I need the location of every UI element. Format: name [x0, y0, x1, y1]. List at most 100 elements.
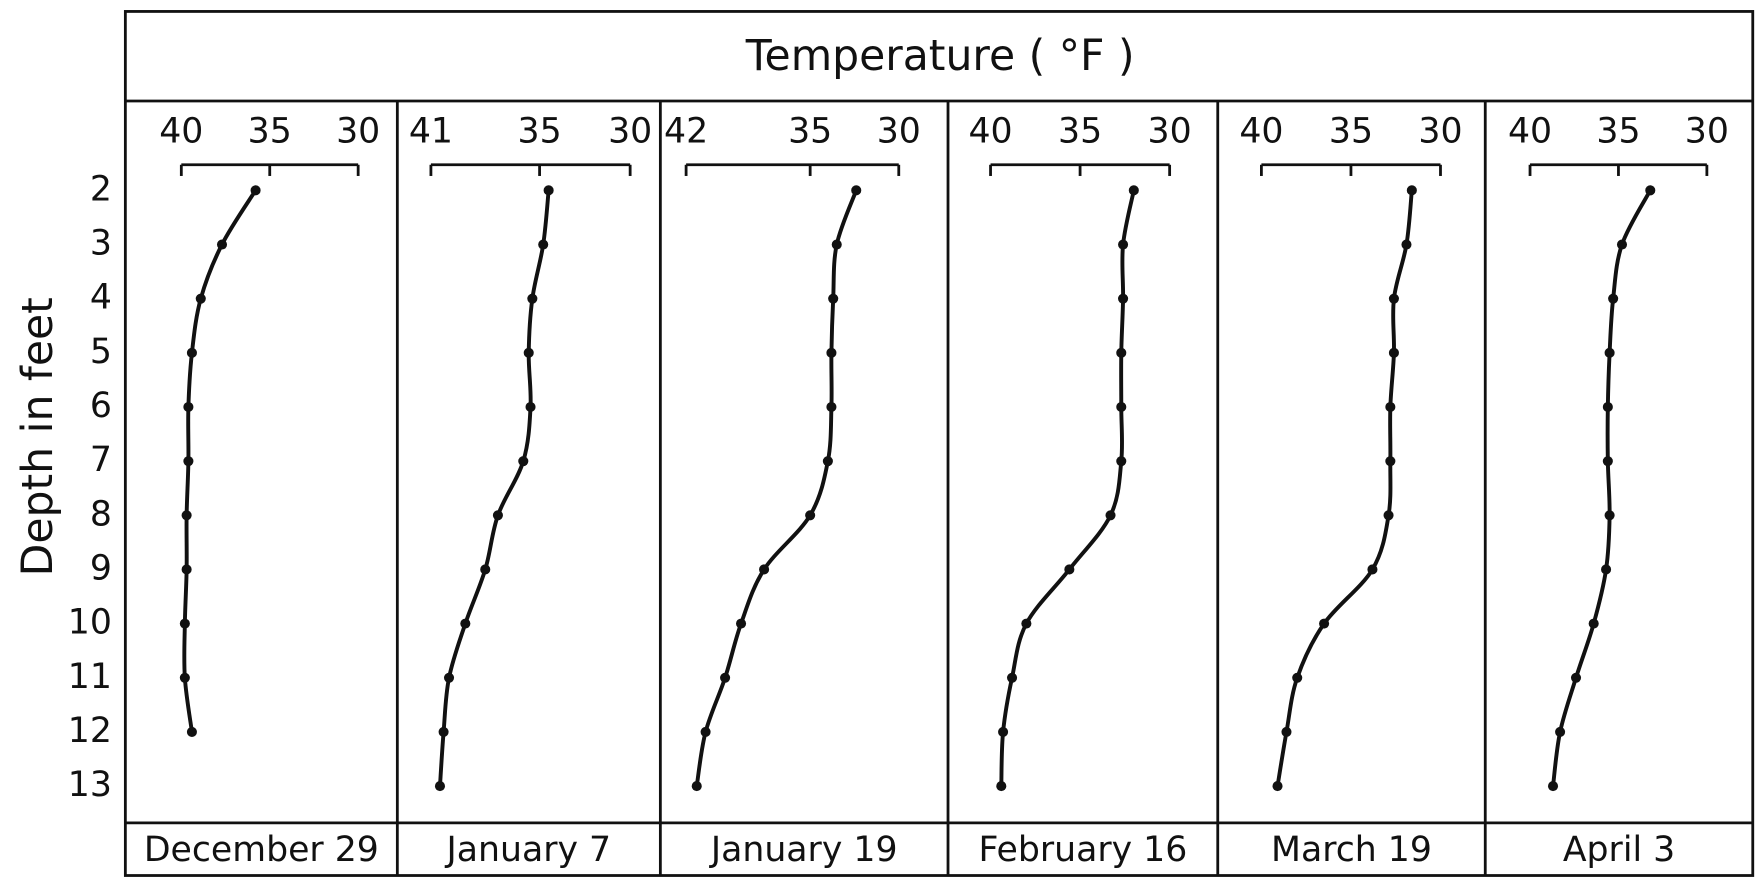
data-point [822, 456, 833, 467]
data-point [1021, 618, 1032, 629]
data-point [826, 401, 837, 413]
profile-line [1551, 189, 1653, 787]
x-tick-label: 30 [877, 111, 921, 151]
data-point [538, 239, 549, 250]
data-point [1116, 401, 1127, 413]
data-point [460, 618, 471, 629]
x-tick-label: 40 [159, 111, 203, 151]
data-point [181, 510, 192, 521]
data-point [1319, 618, 1330, 629]
data-point [1570, 672, 1582, 683]
y-tick-label: 4 [90, 278, 112, 318]
y-tick-label: 12 [68, 711, 112, 751]
data-point [186, 347, 197, 358]
data-point [195, 293, 206, 304]
profile-line [694, 189, 859, 787]
x-tick-label: 30 [1418, 111, 1462, 151]
data-point [1602, 401, 1613, 413]
data-point [1281, 726, 1292, 737]
panel-label: January 19 [709, 830, 898, 870]
profile-line [438, 190, 551, 787]
y-tick-label: 2 [90, 169, 112, 209]
x-tick-label: 41 [409, 111, 453, 151]
x-tick-label: 35 [1596, 111, 1640, 151]
data-point [1116, 347, 1127, 358]
data-point [1604, 510, 1615, 521]
data-point [1588, 618, 1599, 629]
data-point [1272, 781, 1283, 792]
data-point [183, 456, 194, 467]
data-point [1385, 456, 1396, 467]
data-point [700, 726, 711, 737]
data-point [181, 564, 192, 575]
data-point [1602, 456, 1613, 467]
data-point [543, 185, 554, 196]
data-point [183, 401, 194, 413]
data-point [1367, 564, 1378, 575]
data-point [759, 564, 770, 575]
data-point [691, 781, 702, 792]
data-point [828, 293, 839, 304]
chart-title: Temperature ( °F ) [745, 32, 1135, 81]
data-point [1292, 672, 1303, 683]
data-point [523, 347, 534, 358]
data-point [443, 672, 455, 683]
data-point [1006, 672, 1018, 683]
data-point [186, 726, 197, 737]
data-point [826, 347, 837, 358]
x-tick-label: 30 [1148, 111, 1192, 151]
data-point [525, 401, 536, 413]
data-point [1385, 401, 1396, 413]
profile-line [999, 189, 1136, 787]
x-tick-label: 35 [248, 111, 292, 151]
profile-line [1275, 190, 1414, 787]
y-tick-label: 7 [90, 440, 112, 480]
profile-line [182, 189, 258, 733]
y-tick-label: 3 [90, 224, 112, 264]
x-tick-label: 35 [1329, 111, 1373, 151]
data-point [1118, 239, 1129, 250]
x-tick-label: 40 [968, 111, 1012, 151]
x-tick-label: 40 [1508, 111, 1552, 151]
data-point [805, 510, 816, 521]
y-tick-label: 8 [90, 494, 112, 534]
panel-label: March 19 [1271, 830, 1432, 870]
y-tick-label: 13 [68, 765, 112, 805]
x-tick-label: 35 [788, 111, 832, 151]
data-point [1645, 185, 1656, 196]
data-point [1601, 564, 1612, 575]
y-tick-label: 9 [90, 548, 112, 588]
data-point [434, 781, 446, 792]
data-point [736, 618, 747, 629]
data-point [1608, 293, 1619, 304]
data-point [1388, 347, 1399, 358]
data-point [518, 456, 529, 467]
data-point [1128, 185, 1139, 196]
y-tick-label: 5 [90, 332, 112, 372]
panel-label: January 7 [445, 830, 612, 870]
x-tick-label: 30 [608, 111, 652, 151]
data-point [996, 781, 1007, 792]
panel-label: December 29 [144, 830, 379, 870]
data-point [480, 564, 491, 575]
data-point [438, 726, 449, 737]
data-point [1064, 564, 1075, 575]
y-tick-label: 11 [68, 657, 112, 697]
data-point [1406, 185, 1417, 196]
y-axis-label: Depth in feet [14, 297, 63, 576]
data-point [1555, 726, 1566, 737]
x-tick-label: 35 [518, 111, 562, 151]
data-point [851, 185, 862, 196]
data-point [179, 672, 190, 683]
x-tick-label: 30 [1685, 111, 1729, 151]
data-point [1401, 239, 1412, 250]
data-point [720, 672, 731, 683]
data-point [1616, 239, 1628, 250]
data-point [1547, 781, 1559, 792]
data-point [1383, 510, 1394, 521]
data-point [216, 239, 228, 250]
y-tick-label: 10 [68, 603, 112, 643]
x-tick-label: 30 [336, 111, 380, 151]
